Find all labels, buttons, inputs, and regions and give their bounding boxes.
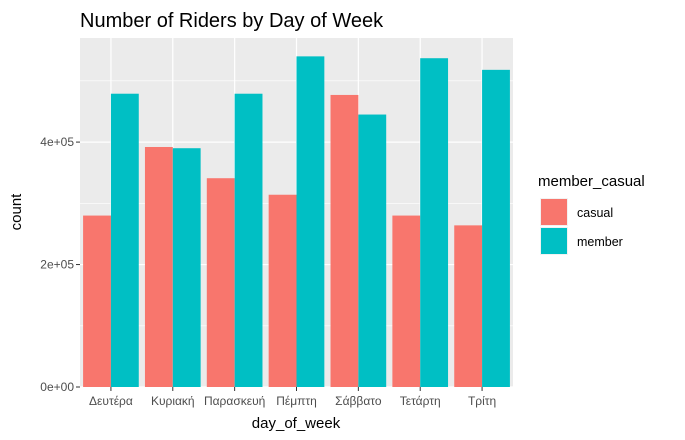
- legend: member_casual casual member: [538, 173, 645, 255]
- bar-casual: [144, 146, 173, 387]
- x-tick-label: Δευτέρα: [89, 394, 133, 408]
- bar-member: [110, 93, 139, 387]
- legend-title: member_casual: [538, 173, 645, 190]
- bar-member: [172, 148, 201, 387]
- x-tick-label: Πέμπτη: [276, 394, 317, 408]
- x-tick-label: Σάββατο: [335, 394, 382, 408]
- bar-casual: [268, 194, 297, 387]
- x-tick-label: Τετάρτη: [400, 394, 441, 408]
- x-tick-label: Κυριακή: [151, 394, 195, 408]
- legend-label-member: member: [577, 235, 623, 249]
- y-tick-label: 0e+00: [40, 380, 74, 394]
- x-axis: Δευτέρα Κυριακή Παρασκευή Πέμπτη Σάββατο Τετά…: [89, 387, 496, 408]
- x-axis-title: day_of_week: [252, 415, 341, 432]
- bar-casual: [83, 215, 111, 387]
- bar-member: [482, 69, 510, 387]
- y-tick-label: 2e+05: [40, 258, 74, 272]
- bar-member: [420, 58, 449, 388]
- bar-member: [296, 56, 325, 388]
- bar-member: [358, 114, 387, 387]
- legend-key-casual: [541, 199, 567, 225]
- x-tick-label: Παρασκευή: [204, 394, 265, 408]
- bar-casual: [330, 94, 359, 387]
- y-axis: 0e+00 2e+05 4e+05: [40, 135, 80, 394]
- bars: [83, 56, 510, 388]
- bar-casual: [206, 178, 235, 387]
- bar-member: [234, 93, 263, 387]
- legend-key-member: [541, 228, 567, 254]
- x-tick-label: Τρίτη: [468, 394, 496, 408]
- y-axis-title: count: [8, 193, 25, 231]
- bar-casual: [454, 225, 483, 387]
- y-tick-label: 4e+05: [40, 135, 74, 149]
- chart-title: Number of Riders by Day of Week: [80, 10, 384, 32]
- legend-label-casual: casual: [577, 206, 613, 220]
- bar-casual: [392, 215, 421, 387]
